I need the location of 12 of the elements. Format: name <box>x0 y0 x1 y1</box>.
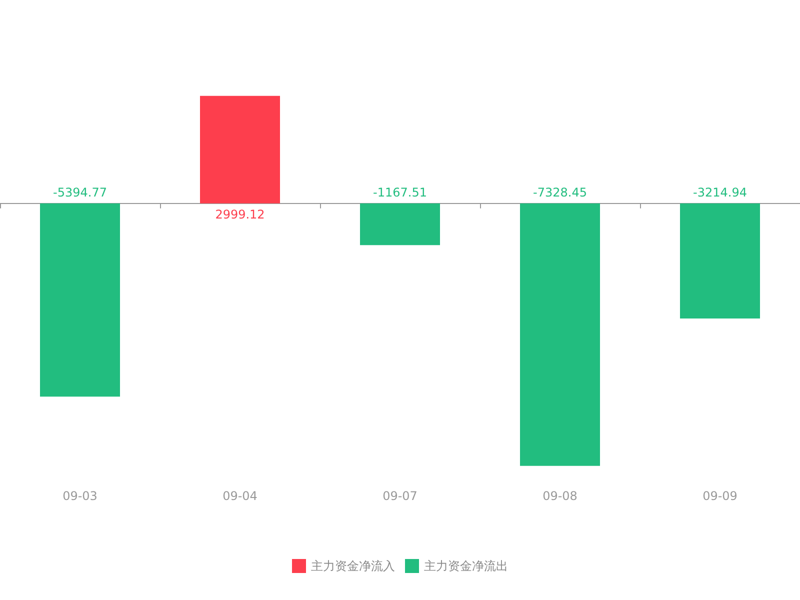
legend-label: 主力资金净流入 <box>311 559 395 573</box>
x-tick-label: 09-03 <box>62 489 98 503</box>
legend-label: 主力资金净流出 <box>424 559 508 573</box>
x-tick-label: 09-09 <box>702 489 738 503</box>
x-tick-label: 09-07 <box>382 489 418 503</box>
data-label: -7328.45 <box>533 185 587 200</box>
data-label: -5394.77 <box>53 185 107 200</box>
x-tick-label: 09-08 <box>542 489 578 503</box>
data-label: -3214.94 <box>693 185 747 200</box>
x-tick-label: 09-04 <box>222 489 258 503</box>
data-label: -1167.51 <box>373 185 427 200</box>
data-label: 2999.12 <box>215 207 265 222</box>
